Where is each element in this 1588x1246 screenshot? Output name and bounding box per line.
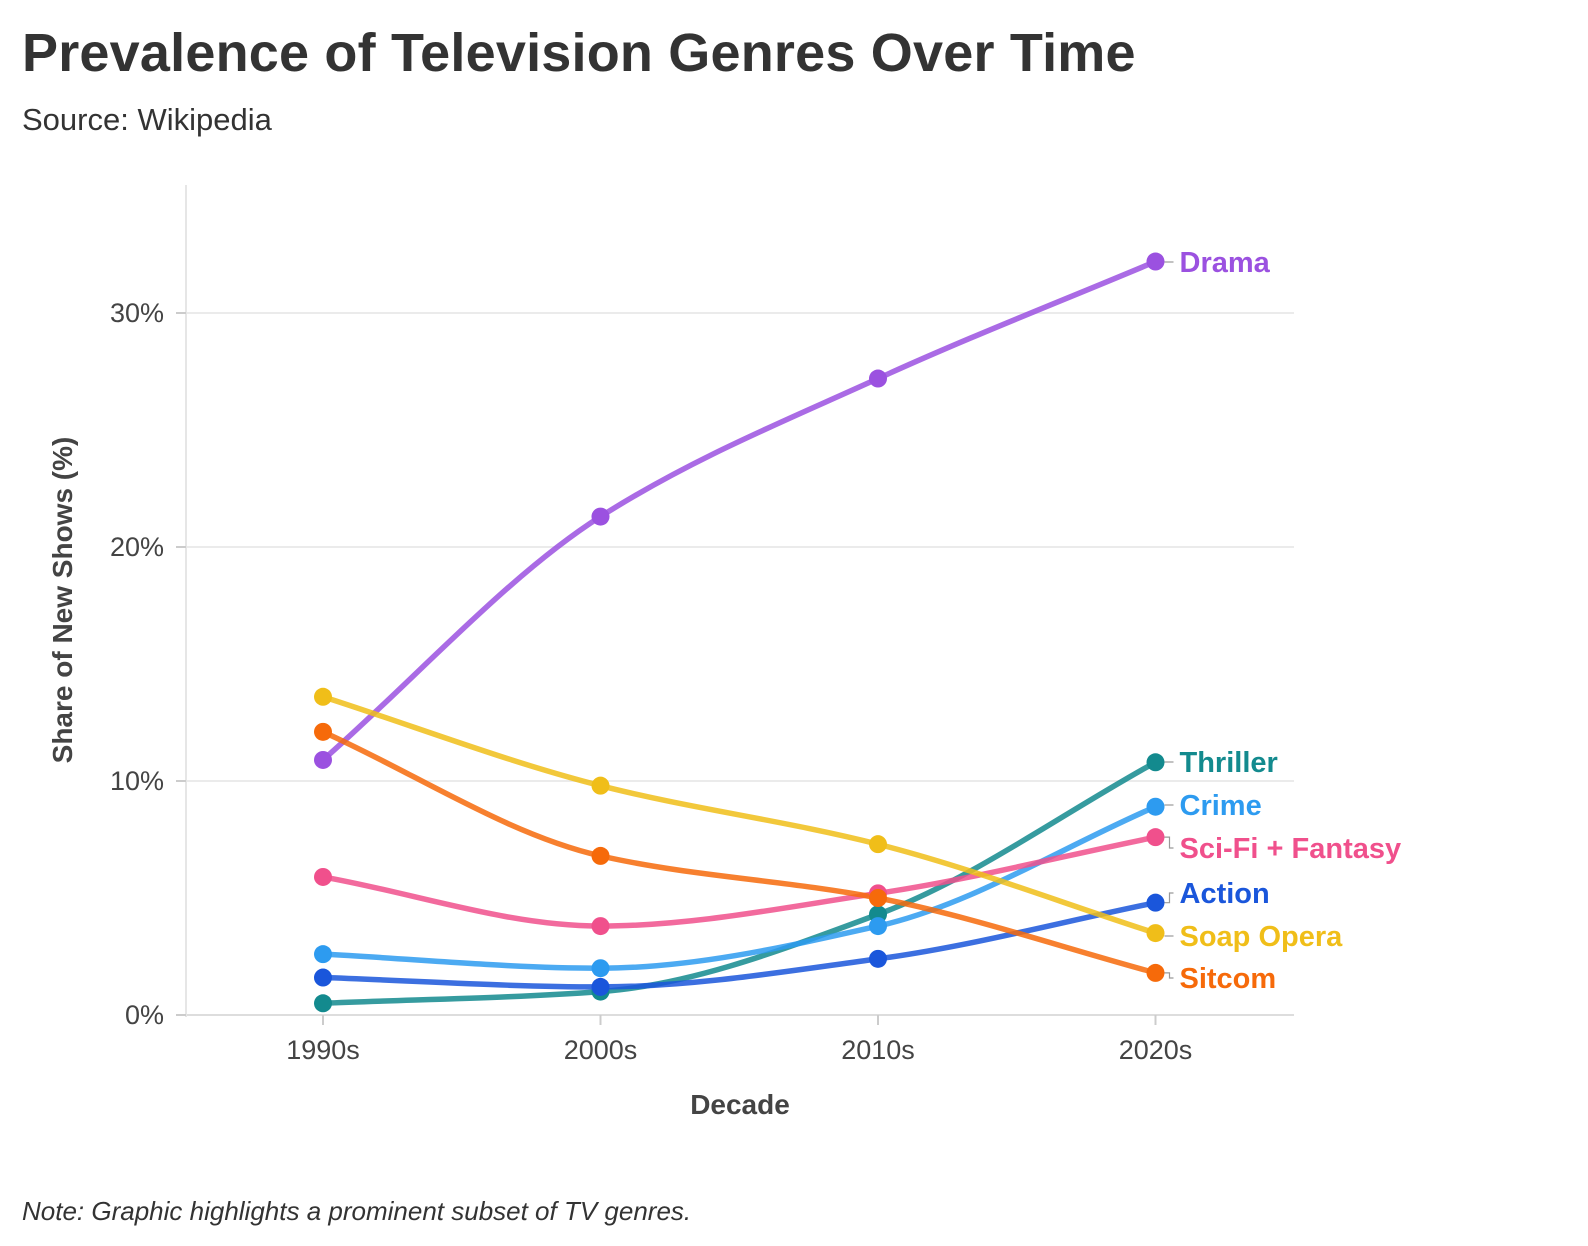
x-axis-title: Decade xyxy=(690,1089,790,1120)
y-axis-ticks: 0% 10% 20% 30% xyxy=(110,298,186,1030)
chart-subtitle: Source: Wikipedia xyxy=(22,102,272,137)
point-action-2010s xyxy=(869,949,887,968)
y-tick-label: 30% xyxy=(110,298,164,328)
y-tick-label: 10% xyxy=(110,766,164,796)
series-labels: Drama Thriller Crime Sci-Fi + Fantasy Action… xyxy=(1164,247,1402,995)
point-drama-2010s xyxy=(869,369,887,388)
point-drama-1990s xyxy=(314,750,332,769)
point-soap-opera-2000s xyxy=(591,776,610,795)
x-tick-label: 1990s xyxy=(286,1035,360,1065)
point-sitcom-2000s xyxy=(591,846,610,865)
point-sci-fi-fantasy-1990s xyxy=(314,867,332,886)
label-crime: Crime xyxy=(1180,790,1262,822)
y-tick-label: 20% xyxy=(110,532,164,562)
point-soap-opera-2020s xyxy=(1146,924,1165,943)
series-points xyxy=(314,252,1165,1013)
x-tick-label: 2020s xyxy=(1119,1035,1193,1065)
label-action: Action xyxy=(1180,878,1270,910)
chart-note: Note: Graphic highlights a prominent sub… xyxy=(22,1196,692,1226)
y-tick-label: 0% xyxy=(125,1000,164,1030)
chart-title: Prevalence of Television Genres Over Tim… xyxy=(22,23,1136,83)
point-sitcom-2010s xyxy=(869,889,887,907)
point-crime-2000s xyxy=(591,959,610,978)
point-sci-fi-fantasy-2000s xyxy=(591,917,610,936)
y-axis-title: Share of New Shows (%) xyxy=(47,437,78,764)
line-sitcom xyxy=(320,729,1159,976)
point-drama-2000s xyxy=(591,507,610,526)
point-crime-2010s xyxy=(869,917,887,936)
point-action-1990s xyxy=(314,968,332,987)
label-drama: Drama xyxy=(1180,247,1271,279)
gridlines xyxy=(186,312,1294,1016)
point-crime-2020s xyxy=(1146,797,1165,816)
series-lines xyxy=(320,258,1159,1007)
point-thriller-2020s xyxy=(1146,753,1165,772)
label-connector-sci-fi-fantasy xyxy=(1164,836,1174,849)
point-action-2000s xyxy=(591,977,610,996)
line-drama xyxy=(320,258,1159,763)
point-sci-fi-fantasy-2020s xyxy=(1146,828,1165,847)
x-tick-label: 2000s xyxy=(564,1035,638,1065)
point-action-2020s xyxy=(1146,893,1165,912)
label-thriller: Thriller xyxy=(1180,747,1278,779)
line-thriller xyxy=(320,759,1159,1007)
label-soap-opera: Soap Opera xyxy=(1180,921,1344,953)
x-tick-label: 2010s xyxy=(841,1035,915,1065)
line-sci-fi-fantasy xyxy=(320,834,1159,929)
line-crime xyxy=(320,803,1159,971)
label-sci-fi-fantasy: Sci-Fi + Fantasy xyxy=(1180,833,1402,865)
line-chart: 0%10%20%30% 1990s 2000s 2010s 2020s Decade … xyxy=(47,185,1402,1120)
point-drama-2020s xyxy=(1146,252,1165,271)
point-sitcom-1990s xyxy=(314,722,332,741)
point-soap-opera-1990s xyxy=(314,687,332,706)
point-thriller-1990s xyxy=(314,994,332,1013)
point-soap-opera-2010s xyxy=(869,835,887,854)
label-sitcom: Sitcom xyxy=(1180,963,1277,995)
point-sitcom-2020s xyxy=(1146,963,1165,982)
label-connector-sitcom xyxy=(1164,972,1174,979)
line-soap-opera xyxy=(320,694,1159,936)
point-crime-1990s xyxy=(314,945,332,964)
x-axis-ticks: 1990s 2000s 2010s 2020s xyxy=(286,1015,1192,1065)
label-connector-action xyxy=(1164,892,1174,904)
